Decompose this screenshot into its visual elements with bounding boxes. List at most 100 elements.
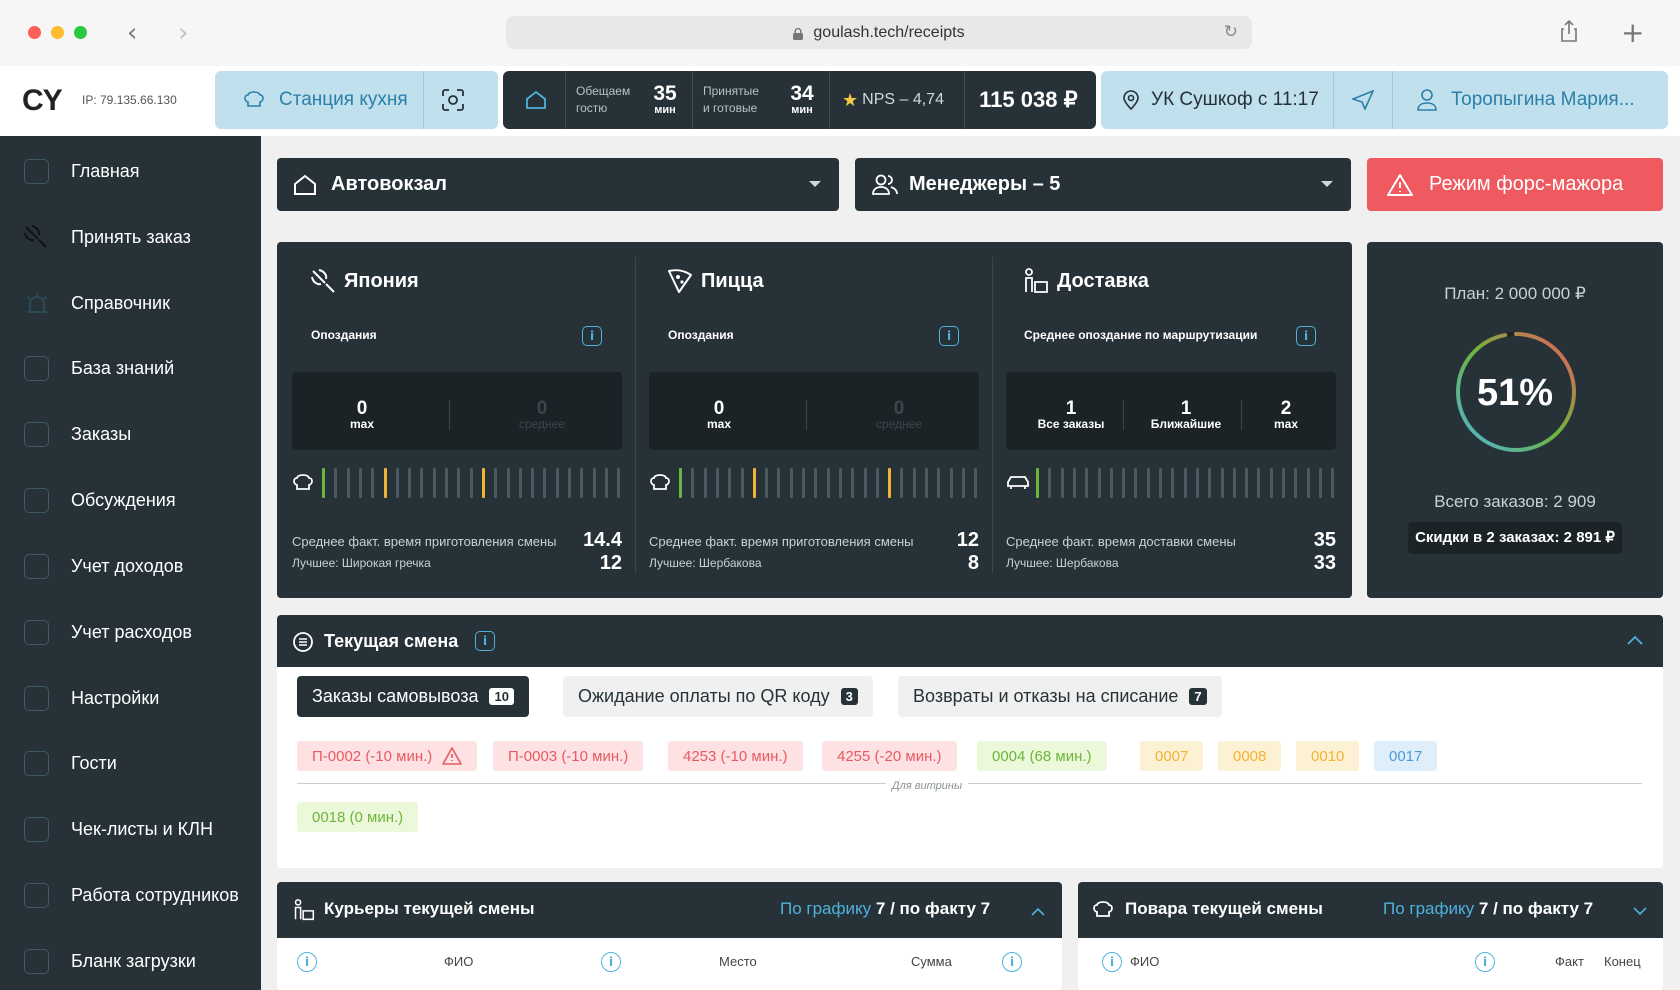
sidebar: Главная Принять заказ Справочник База зн…: [0, 136, 261, 990]
sidebar-item-label: Настройки: [71, 687, 160, 708]
menu-checkbox: [24, 355, 49, 381]
avg-time-label: Среднее факт. время доставки смены: [1006, 534, 1236, 549]
info-icon[interactable]: i: [1002, 952, 1022, 972]
info-icon[interactable]: i: [475, 631, 495, 651]
cooks-header[interactable]: Повара текущей смены По графику 7 / по ф…: [1078, 882, 1663, 938]
orders-area: П-0002 (-10 мин.) П-0003 (-10 мин.) 4253…: [277, 727, 1663, 868]
branch-dropdown[interactable]: Автовокзал: [277, 158, 839, 211]
location-label[interactable]: УК Сушкоф с 11:17: [1151, 89, 1319, 110]
column-name[interactable]: ФИО: [1130, 954, 1160, 969]
best-label: Лучшее: Широкая гречка: [292, 556, 431, 570]
user-name[interactable]: Торопыгина Мария...: [1451, 89, 1635, 110]
send-icon[interactable]: [1352, 90, 1374, 110]
timeline-tick: [789, 468, 793, 498]
info-icon[interactable]: i: [1296, 326, 1316, 346]
sidebar-item-reference[interactable]: Справочник: [0, 283, 261, 323]
branch-label: Автовокзал: [331, 173, 447, 195]
force-majeure-button[interactable]: Режим форс-мажора: [1367, 158, 1663, 211]
timeline-tick: [543, 468, 547, 498]
chevron-up-icon[interactable]: [1031, 907, 1045, 916]
column-sum[interactable]: Сумма: [911, 954, 952, 969]
info-icon[interactable]: i: [1475, 952, 1495, 972]
sidebar-item-orders[interactable]: Заказы: [0, 414, 261, 454]
address-bar[interactable]: goulash.tech/receipts ↻: [506, 16, 1252, 49]
timeline-tick: [1036, 468, 1039, 498]
avg-time-value: 12: [956, 529, 979, 551]
managers-dropdown[interactable]: Менеджеры – 5: [855, 158, 1351, 211]
couriers-header[interactable]: Курьеры текущей смены По графику 7 / по …: [277, 882, 1062, 938]
menu-checkbox: [24, 750, 49, 776]
column-fact[interactable]: Факт: [1555, 954, 1584, 969]
timeline-tick: [974, 468, 978, 498]
scan-icon[interactable]: [442, 89, 464, 111]
timeline-tick: [445, 468, 448, 498]
avg-time-label: Среднее факт. время приготовления смены: [292, 534, 557, 549]
info-icon[interactable]: i: [1102, 952, 1122, 972]
order-chip[interactable]: 0004 (68 мин.): [977, 741, 1107, 771]
order-chip[interactable]: 0007: [1140, 741, 1204, 771]
sidebar-item-expenses[interactable]: Учет расходов: [0, 612, 261, 652]
order-chip[interactable]: 0010: [1296, 741, 1360, 771]
promise-label: Обещаем: [576, 84, 631, 98]
order-chip[interactable]: 0018 (0 мин.): [297, 802, 419, 832]
zoom-window-button[interactable]: [74, 26, 87, 39]
timeline-tick: [1232, 468, 1236, 498]
new-tab-icon[interactable]: +: [1621, 16, 1645, 49]
avg-time-value: 14.4: [583, 529, 622, 551]
couriers-schedule: По графику 7 / по факту 7: [780, 899, 991, 918]
managers-label: Менеджеры – 5: [909, 173, 1061, 195]
sidebar-item-knowledge-base[interactable]: База знаний: [0, 348, 261, 388]
sidebar-item-income[interactable]: Учет доходов: [0, 546, 261, 586]
back-icon[interactable]: ‹: [127, 18, 138, 48]
sidebar-item-load-form[interactable]: Бланк загрузки: [0, 941, 261, 981]
sidebar-item-discussions[interactable]: Обсуждения: [0, 480, 261, 520]
info-icon[interactable]: i: [601, 952, 621, 972]
tab-qr-payment[interactable]: Ожидание оплаты по QR коду 3: [563, 676, 873, 717]
reload-icon[interactable]: ↻: [1223, 22, 1238, 42]
chevron-down-icon[interactable]: [1633, 907, 1647, 916]
order-chip[interactable]: П-0003 (-10 мин.): [493, 741, 644, 771]
avg-time-value: 35: [1313, 529, 1336, 551]
minimize-window-button[interactable]: [51, 26, 64, 39]
home-icon[interactable]: [525, 90, 547, 110]
chevron-up-icon[interactable]: [1627, 635, 1643, 645]
column-end[interactable]: Конец: [1604, 954, 1641, 969]
sidebar-item-main[interactable]: Главная: [0, 151, 261, 191]
url-text: goulash.tech/receipts: [813, 23, 965, 41]
timeline-tick: [469, 468, 473, 498]
order-chip[interactable]: П-0002 (-10 мин.): [297, 741, 478, 771]
column-place[interactable]: Место: [719, 954, 757, 969]
forward-icon[interactable]: ›: [178, 18, 189, 48]
tab-returns[interactable]: Возвраты и отказы на списание 7: [898, 676, 1222, 717]
station-delivery-title: Доставка: [1023, 268, 1149, 294]
station-selector[interactable]: Станция кухня: [215, 71, 498, 129]
info-icon[interactable]: i: [297, 952, 317, 972]
sidebar-item-take-order[interactable]: Принять заказ: [0, 217, 261, 257]
sidebar-item-checklists[interactable]: Чек-листы и КЛН: [0, 809, 261, 849]
timeline-tick: [1306, 468, 1310, 498]
station-label: Станция кухня: [279, 89, 408, 110]
order-chip[interactable]: 0008: [1218, 741, 1282, 771]
total-orders: Всего заказов: 2 909: [1434, 492, 1596, 511]
whisk-icon: [24, 225, 47, 248]
current-shift-header[interactable]: Текущая смена i: [277, 615, 1663, 667]
column-name[interactable]: ФИО: [444, 954, 474, 969]
timeline-tick: [1208, 468, 1212, 498]
share-icon[interactable]: [1560, 19, 1578, 48]
sidebar-item-guests[interactable]: Гости: [0, 743, 261, 783]
timeline-tick: [1220, 468, 1224, 498]
close-window-button[interactable]: [28, 26, 41, 39]
order-chip[interactable]: 0017: [1374, 741, 1438, 771]
current-shift-title: Текущая смена: [324, 631, 459, 651]
tab-pickup-orders[interactable]: Заказы самовывоза 10: [297, 676, 529, 717]
order-label: 0018 (0 мин.): [312, 808, 404, 826]
order-label: 0008: [1233, 747, 1267, 765]
info-icon[interactable]: i: [582, 326, 602, 346]
info-icon[interactable]: i: [939, 326, 959, 346]
menu-checkbox: [24, 948, 49, 974]
stat-value: 0: [536, 398, 548, 419]
order-chip[interactable]: 4253 (-10 мин.): [668, 741, 803, 771]
order-chip[interactable]: 4255 (-20 мин.): [822, 741, 957, 771]
sidebar-item-settings[interactable]: Настройки: [0, 678, 261, 718]
sidebar-item-staff-work[interactable]: Работа сотрудников: [0, 875, 261, 915]
